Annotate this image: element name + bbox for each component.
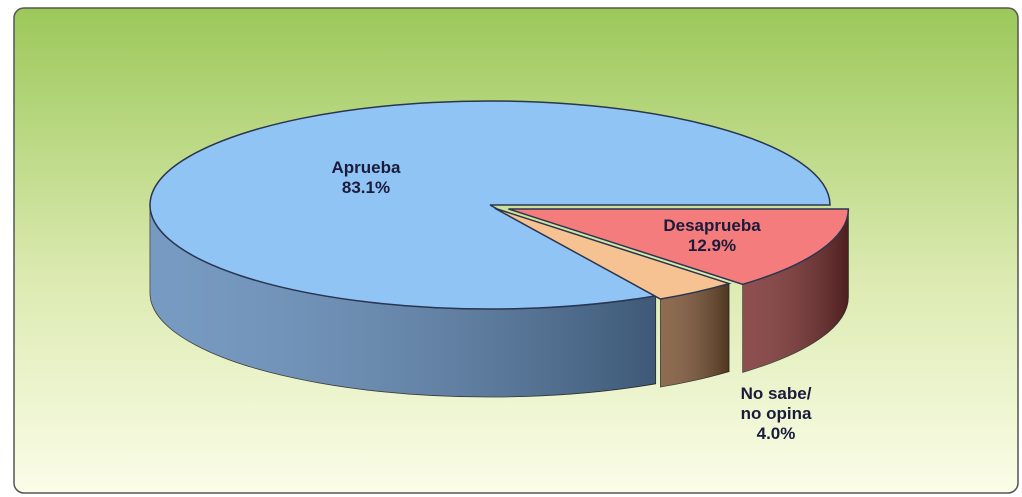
value-label: 4.0% bbox=[756, 424, 796, 443]
category-label: Aprueba bbox=[331, 158, 401, 177]
slice bbox=[508, 208, 850, 286]
slice bbox=[494, 207, 732, 300]
slice-label: Desaprueba 12.9% bbox=[663, 216, 760, 256]
slice-label: No sabe/ no opina 4.0% bbox=[741, 384, 812, 444]
pie bbox=[149, 100, 850, 398]
value-label: 12.9% bbox=[687, 236, 737, 255]
slice bbox=[149, 100, 831, 310]
category-label: Desaprueba bbox=[663, 216, 761, 235]
slice-label: Aprueba 83.1% bbox=[332, 158, 401, 198]
slice-side-shade bbox=[150, 205, 656, 398]
category-label: No sabe/ no opina bbox=[740, 384, 812, 423]
value-label: 83.1% bbox=[341, 178, 391, 197]
slice-side-shade bbox=[660, 283, 730, 388]
